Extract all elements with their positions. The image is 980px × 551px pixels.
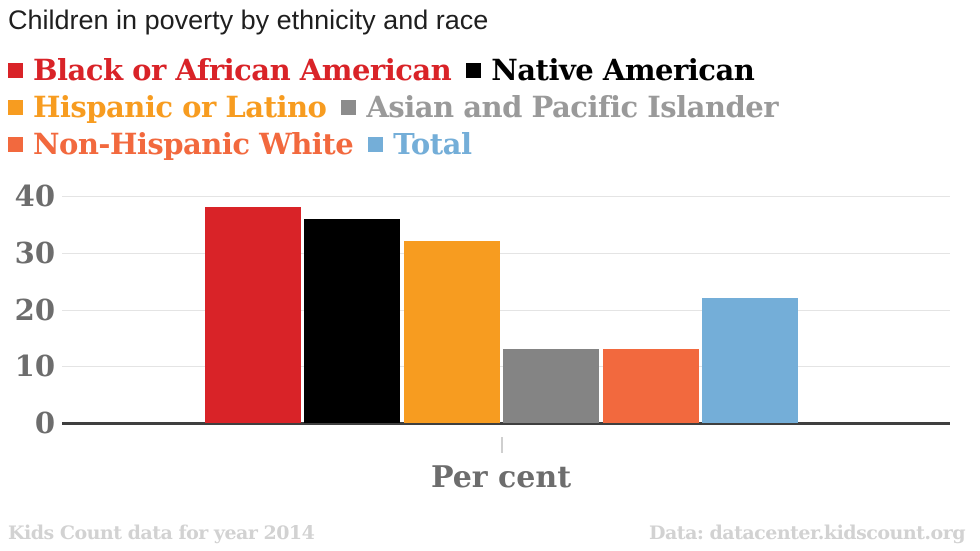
source-note-left: Kids Count data for year 2014 — [8, 522, 315, 544]
legend-swatch-icon — [8, 100, 23, 115]
legend-label: Black or African American — [33, 53, 452, 87]
bar-non-hispanic-white — [603, 349, 699, 423]
x-axis-baseline — [62, 422, 950, 425]
gridline — [62, 196, 950, 197]
legend-item: Black or African American — [8, 52, 452, 89]
legend: Black or African American Native American… — [8, 52, 793, 163]
bar-native-american — [304, 219, 400, 423]
legend-label: Asian and Pacific Islander — [366, 90, 778, 124]
legend-label: Non-Hispanic White — [33, 127, 354, 161]
x-tick-mark — [501, 437, 503, 453]
bar-black-or-african-american — [205, 207, 301, 423]
source-note-right: Data: datacenter.kidscount.org — [649, 522, 966, 544]
legend-item: Total — [368, 126, 472, 163]
legend-item: Asian and Pacific Islander — [341, 89, 778, 126]
legend-label: Hispanic or Latino — [33, 90, 327, 124]
y-tick-label: 10 — [14, 349, 55, 384]
legend-item: Hispanic or Latino — [8, 89, 327, 126]
legend-label: Native American — [491, 53, 755, 87]
bar-hispanic-or-latino — [404, 241, 500, 423]
legend-swatch-icon — [8, 137, 23, 152]
y-tick-label: 0 — [34, 406, 55, 440]
legend-row: Black or African American Native American — [8, 52, 793, 89]
legend-item: Native American — [466, 52, 755, 89]
legend-swatch-icon — [341, 100, 357, 115]
y-tick-label: 40 — [14, 179, 55, 213]
bar-total — [702, 298, 798, 423]
y-tick-label: 30 — [14, 235, 55, 270]
legend-row: Hispanic or Latino Asian and Pacific Isla… — [8, 89, 793, 126]
legend-row: Non-Hispanic White Total — [8, 126, 793, 163]
legend-item: Non-Hispanic White — [8, 126, 354, 163]
legend-swatch-icon — [368, 137, 384, 152]
bar-asian-and-pacific-islander — [503, 349, 599, 423]
legend-label: Total — [393, 127, 472, 161]
chart-title: Children in poverty by ethnicity and rac… — [8, 5, 489, 35]
x-axis-label: Per cent — [430, 460, 572, 495]
gridline — [62, 252, 950, 254]
legend-swatch-icon — [8, 63, 23, 78]
legend-swatch-icon — [466, 63, 482, 78]
gridline — [62, 309, 950, 311]
y-tick-label: 20 — [14, 292, 55, 327]
